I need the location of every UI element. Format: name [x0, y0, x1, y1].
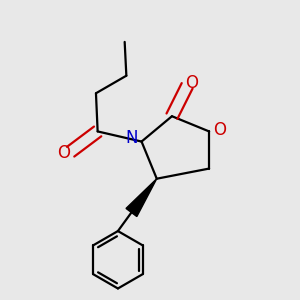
Text: N: N — [126, 129, 138, 147]
Text: O: O — [185, 74, 198, 92]
Text: O: O — [57, 144, 70, 162]
Text: O: O — [213, 121, 226, 139]
Polygon shape — [126, 179, 157, 217]
